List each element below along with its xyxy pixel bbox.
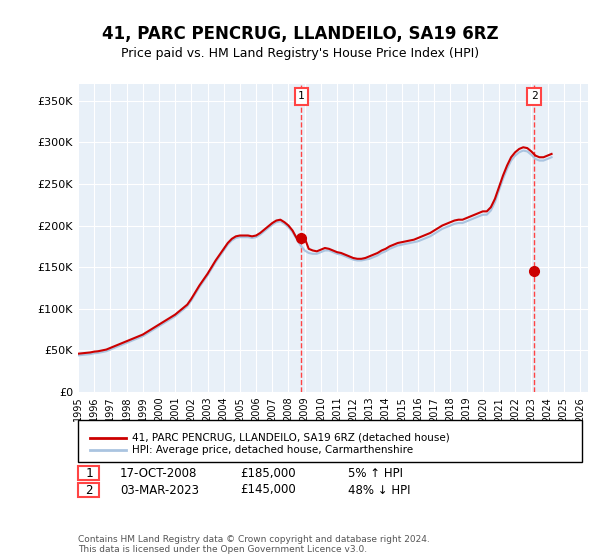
Text: Price paid vs. HM Land Registry's House Price Index (HPI): Price paid vs. HM Land Registry's House … (121, 46, 479, 60)
Text: 17-OCT-2008: 17-OCT-2008 (120, 466, 197, 480)
Text: 2: 2 (85, 483, 92, 497)
Text: 1: 1 (298, 91, 305, 101)
Text: 41, PARC PENCRUG, LLANDEILO, SA19 6RZ: 41, PARC PENCRUG, LLANDEILO, SA19 6RZ (101, 25, 499, 43)
Text: £145,000: £145,000 (240, 483, 296, 497)
Text: 5% ↑ HPI: 5% ↑ HPI (348, 466, 403, 480)
Text: HPI: Average price, detached house, Carmarthenshire: HPI: Average price, detached house, Carm… (132, 445, 413, 455)
Text: 1: 1 (85, 466, 92, 480)
Text: 03-MAR-2023: 03-MAR-2023 (120, 483, 199, 497)
Text: 48% ↓ HPI: 48% ↓ HPI (348, 483, 410, 497)
Text: £185,000: £185,000 (240, 466, 296, 480)
Text: 2: 2 (531, 91, 538, 101)
Text: 41, PARC PENCRUG, LLANDEILO, SA19 6RZ (detached house): 41, PARC PENCRUG, LLANDEILO, SA19 6RZ (d… (132, 433, 450, 443)
Text: Contains HM Land Registry data © Crown copyright and database right 2024.
This d: Contains HM Land Registry data © Crown c… (78, 535, 430, 554)
